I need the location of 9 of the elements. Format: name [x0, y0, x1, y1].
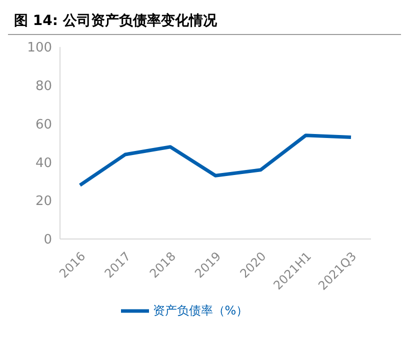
y-tick-label: 80: [35, 79, 52, 94]
y-tick-label: 100: [27, 40, 52, 56]
line-series: [78, 134, 353, 187]
y-tick-label: 40: [35, 156, 52, 171]
legend-label: 资产负债率（%）: [152, 303, 248, 318]
y-tick-label: 20: [35, 194, 52, 210]
y-tick-label: 0: [44, 232, 52, 248]
chart-title: 图 14: 公司资产负债率变化情况: [8, 8, 401, 35]
y-tick-label: 60: [35, 117, 52, 132]
